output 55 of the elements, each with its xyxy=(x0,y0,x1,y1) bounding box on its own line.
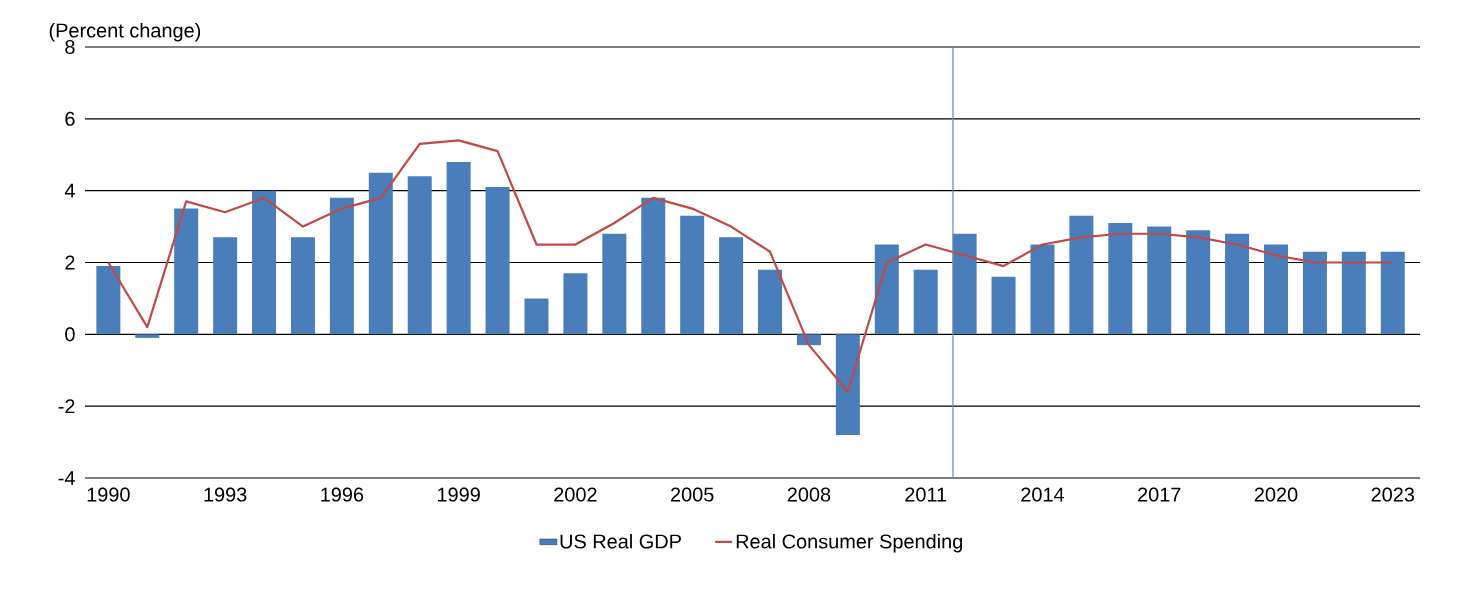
bar xyxy=(135,334,160,338)
bar xyxy=(1069,215,1094,335)
legend-label: US Real GDP xyxy=(560,533,681,549)
legend-label: Real Consumer Spending xyxy=(736,533,962,553)
bar xyxy=(1147,226,1172,335)
bar xyxy=(835,334,860,435)
bar xyxy=(758,269,783,335)
bar xyxy=(524,298,549,335)
bar xyxy=(563,273,588,335)
x-tick-label: 2008 xyxy=(787,487,831,502)
bar xyxy=(174,208,199,335)
bar xyxy=(602,233,627,335)
bar xyxy=(290,237,315,335)
y-tick-label: 4 xyxy=(64,183,75,198)
y-axis-title: (Percent change) xyxy=(49,22,201,42)
x-tick-label: 2011 xyxy=(905,487,947,502)
bar xyxy=(407,176,432,335)
bar xyxy=(213,237,238,335)
bar xyxy=(1302,251,1327,335)
x-tick-label: 2020 xyxy=(1254,487,1298,502)
y-tick-label: 2 xyxy=(65,255,75,270)
x-tick-label: 1996 xyxy=(321,487,364,502)
bar xyxy=(719,237,744,335)
bar xyxy=(368,172,393,335)
bar xyxy=(329,197,354,335)
bar xyxy=(680,215,705,335)
bar xyxy=(874,244,899,335)
bar xyxy=(1030,244,1055,335)
x-tick-label: 2017 xyxy=(1138,487,1181,502)
bar xyxy=(641,197,666,335)
x-tick-label: 2014 xyxy=(1021,487,1065,502)
bar xyxy=(1380,251,1405,335)
x-tick-label: 1990 xyxy=(87,487,130,502)
x-tick-label: 1993 xyxy=(204,487,247,502)
y-tick-label: 0 xyxy=(65,327,75,342)
bar xyxy=(991,276,1016,335)
bar xyxy=(446,161,471,335)
y-tick-label: -4 xyxy=(58,471,75,485)
y-tick-label: 6 xyxy=(65,111,75,126)
x-tick-label: 1999 xyxy=(438,487,480,502)
x-tick-label: 2002 xyxy=(554,487,597,502)
bar xyxy=(485,187,510,335)
bar xyxy=(252,190,277,335)
x-tick-label: 2023 xyxy=(1371,487,1415,502)
bar xyxy=(1341,251,1366,335)
x-tick-label: 2005 xyxy=(671,487,714,502)
bar xyxy=(952,233,977,335)
bar xyxy=(1264,244,1288,335)
bar xyxy=(96,266,121,335)
y-tick-label: -2 xyxy=(58,399,75,414)
bar xyxy=(1186,230,1211,335)
bar xyxy=(1225,233,1250,335)
bar xyxy=(1108,222,1133,335)
bar xyxy=(913,269,938,335)
y-tick-label: 8 xyxy=(65,39,75,55)
